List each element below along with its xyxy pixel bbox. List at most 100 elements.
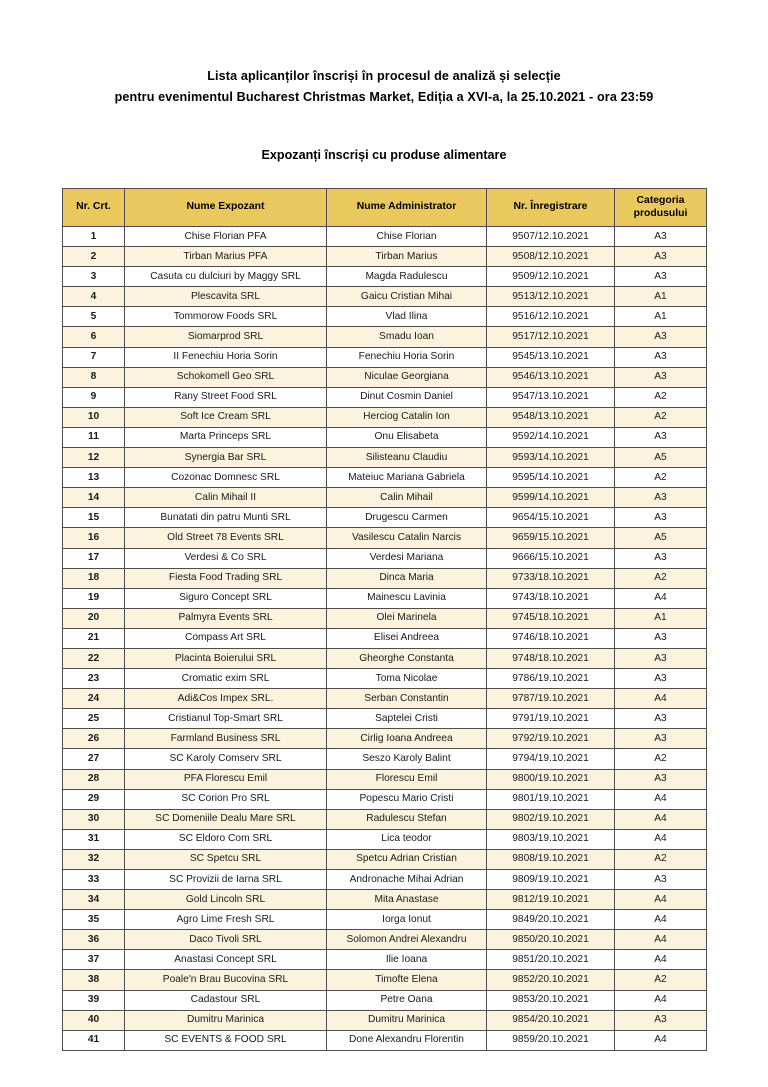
cell-nume-administrator: Dinca Maria (326, 567, 487, 589)
table-row: 10 Soft Ice Cream SRL Herciog Catalin Ion 9… (62, 406, 707, 428)
cell-nr-inregistrare: 9745/18.10.2021 (486, 607, 615, 629)
cell-nr-crt: 4 (62, 286, 125, 308)
table-row: 18 Fiesta Food Trading SRL Dinca Maria 9733… (62, 567, 707, 589)
cell-nume-expozant: SC Spetcu SRL (124, 848, 327, 871)
cell-nr-crt: 3 (62, 266, 125, 288)
cell-nr-inregistrare: 9787/19.10.2021 (486, 688, 615, 710)
cell-categoria-produsului: A3 (614, 1009, 707, 1031)
cell-nr-crt: 41 (62, 1029, 125, 1051)
cell-nume-expozant: Rany Street Food SRL (124, 386, 327, 408)
cell-nume-administrator: Cirlig Ioana Andreea (326, 728, 487, 750)
cell-nume-expozant: Dumitru Marinica (124, 1009, 327, 1031)
cell-nume-administrator: Dumitru Marinica (326, 1009, 487, 1031)
cell-nr-crt: 25 (62, 708, 125, 730)
column-header-nr-inregistrare: Nr. Înregistrare (486, 188, 615, 227)
cell-nr-inregistrare: 9800/19.10.2021 (486, 768, 615, 790)
cell-categoria-produsului: A2 (614, 406, 707, 428)
cell-nr-inregistrare: 9743/18.10.2021 (486, 587, 615, 609)
cell-nr-inregistrare: 9666/15.10.2021 (486, 547, 615, 569)
table-row: 9 Rany Street Food SRL Dinut Cosmin Daniel… (62, 386, 707, 408)
cell-nume-expozant: Farmland Business SRL (124, 728, 327, 750)
cell-nr-crt: 6 (62, 326, 125, 348)
table-row: 41 SC EVENTS & FOOD SRL Done Alexandru Flo… (62, 1029, 707, 1051)
cell-nr-inregistrare: 9786/19.10.2021 (486, 668, 615, 690)
cell-nume-administrator: Vlad Ilina (326, 306, 487, 328)
cell-nume-administrator: Dinut Cosmin Daniel (326, 386, 487, 408)
table-header: Nr. Crt. Nume Expozant Nume Administrato… (62, 188, 707, 227)
cell-nume-expozant: Tirban Marius PFA (124, 246, 327, 268)
cell-nume-expozant: Schokomell Geo SRL (124, 366, 327, 388)
cell-nume-administrator: Vasilescu Catalin Narcis (326, 527, 487, 549)
cell-nume-expozant: PFA Florescu Emil (124, 768, 327, 790)
table-row: 12 Synergia Bar SRL Silisteanu Claudiu 9593… (62, 447, 707, 469)
cell-nume-administrator: Saptelei Cristi (326, 708, 487, 730)
cell-categoria-produsului: A3 (614, 728, 707, 750)
table-row: 11 Marta Princeps SRL Onu Elisabeta 9592/14… (62, 426, 707, 449)
cell-nr-inregistrare: 9808/19.10.2021 (486, 848, 615, 871)
cell-nr-crt: 18 (62, 567, 125, 589)
cell-categoria-produsului: A3 (614, 708, 707, 730)
cell-nr-inregistrare: 9517/12.10.2021 (486, 326, 615, 348)
cell-categoria-produsului: A4 (614, 909, 707, 931)
cell-nr-inregistrare: 9746/18.10.2021 (486, 627, 615, 649)
table-row: 30 SC Domeniile Dealu Mare SRL Radulescu S… (62, 808, 707, 830)
cell-categoria-produsului: A2 (614, 848, 707, 871)
cell-nr-crt: 35 (62, 909, 125, 931)
cell-nume-administrator: Ilie Ioana (326, 949, 487, 971)
cell-nume-expozant: Placinta Boierului SRL (124, 647, 327, 670)
cell-nr-inregistrare: 9850/20.10.2021 (486, 929, 615, 951)
table-row: 5 Tommorow Foods SRL Vlad Ilina 9516/12.10.… (62, 306, 707, 328)
section-heading: Expozanți înscriși cu produse alimentare (261, 148, 507, 162)
section-heading-block: Expozanți înscriși cu produse alimentare (0, 146, 768, 164)
table-row: 25 Cristianul Top-Smart SRL Saptelei Crist… (62, 708, 707, 730)
cell-nume-administrator: Verdesi Mariana (326, 547, 487, 569)
cell-nr-inregistrare: 9592/14.10.2021 (486, 426, 615, 449)
cell-nume-expozant: Cristianul Top-Smart SRL (124, 708, 327, 730)
cell-nr-inregistrare: 9507/12.10.2021 (486, 225, 615, 248)
cell-nr-inregistrare: 9546/13.10.2021 (486, 366, 615, 388)
cell-categoria-produsului: A4 (614, 1029, 707, 1051)
cell-nr-inregistrare: 9659/15.10.2021 (486, 527, 615, 549)
cell-categoria-produsului: A2 (614, 567, 707, 589)
cell-nume-administrator: Onu Elisabeta (326, 426, 487, 449)
table-row: 28 PFA Florescu Emil Florescu Emil 9800/19.… (62, 768, 707, 790)
cell-nr-inregistrare: 9801/19.10.2021 (486, 788, 615, 810)
cell-categoria-produsului: A4 (614, 808, 707, 830)
cell-nume-expozant: Cromatic exim SRL (124, 668, 327, 690)
cell-nr-inregistrare: 9853/20.10.2021 (486, 989, 615, 1011)
cell-nume-expozant: Daco Tivoli SRL (124, 929, 327, 951)
cell-nume-expozant: Soft Ice Cream SRL (124, 406, 327, 428)
cell-nume-expozant: Fiesta Food Trading SRL (124, 567, 327, 589)
cell-nr-inregistrare: 9654/15.10.2021 (486, 507, 615, 529)
document-title: Lista aplicanților înscriși în procesul … (0, 0, 768, 108)
cell-nr-crt: 36 (62, 929, 125, 951)
cell-categoria-produsului: A3 (614, 225, 707, 248)
table-row: 22 Placinta Boierului SRL Gheorghe Constan… (62, 647, 707, 670)
cell-nume-administrator: Mateiuc Mariana Gabriela (326, 467, 487, 489)
cell-nr-crt: 30 (62, 808, 125, 830)
cell-nume-expozant: SC EVENTS & FOOD SRL (124, 1029, 327, 1051)
table-row: 37 Anastasi Concept SRL Ilie Ioana 9851/20.… (62, 949, 707, 971)
table-row: 8 Schokomell Geo SRL Niculae Georgiana 9546… (62, 366, 707, 388)
cell-nr-crt: 33 (62, 868, 125, 891)
cell-nr-crt: 14 (62, 487, 125, 509)
cell-nume-administrator: Solomon Andrei Alexandru (326, 929, 487, 951)
table-row: 39 Cadastour SRL Petre Oana 9853/20.10.2021… (62, 989, 707, 1011)
cell-categoria-produsului: A3 (614, 346, 707, 368)
cell-nr-inregistrare: 9852/20.10.2021 (486, 969, 615, 991)
cell-nr-crt: 13 (62, 467, 125, 489)
cell-nr-crt: 32 (62, 848, 125, 871)
cell-nume-expozant: Cadastour SRL (124, 989, 327, 1011)
cell-nume-expozant: SC Eldoro Com SRL (124, 828, 327, 850)
column-header-nr-crt: Nr. Crt. (62, 188, 125, 227)
cell-categoria-produsului: A3 (614, 768, 707, 790)
cell-nr-crt: 15 (62, 507, 125, 529)
table-row: 3 Casuta cu dulciuri by Maggy SRL Magda Ra… (62, 266, 707, 288)
cell-nume-expozant: Tommorow Foods SRL (124, 306, 327, 328)
table-row: 20 Palmyra Events SRL Olei Marinela 9745/18… (62, 607, 707, 629)
table-body: 1 Chise Florian PFA Chise Florian 9507/12.1… (62, 225, 707, 1051)
table-row: 33 SC Provizii de Iarna SRL Andronache Mih… (62, 868, 707, 891)
cell-nume-administrator: Spetcu Adrian Cristian (326, 848, 487, 871)
cell-nr-inregistrare: 9509/12.10.2021 (486, 266, 615, 288)
cell-nume-administrator: Drugescu Carmen (326, 507, 487, 529)
